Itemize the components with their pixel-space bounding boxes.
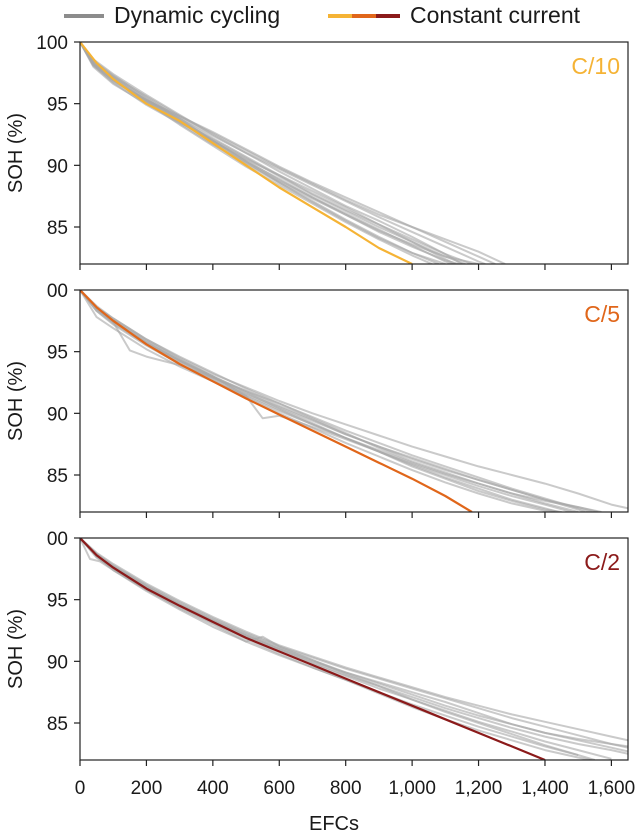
x-tick-label: 1,400 [521,778,569,799]
plot-frame [79,41,629,265]
legend-swatch-constant-c2 [376,13,400,18]
dynamic-series-line [80,290,559,512]
dynamic-series-line [80,42,463,264]
dynamic-series-line [80,290,579,512]
series-group [80,538,628,760]
y-axis-label: SOH (%) [5,361,27,441]
panel-2: 85 90 95 00 SOH (%) C/5 [5,281,629,518]
dynamic-series-line [80,42,456,264]
y-tick-label: 100 [36,33,68,54]
constant-current-line [80,42,413,264]
x-tick-label: 400 [197,778,229,799]
panel-1: 85 90 95 100 SOH (%) C/10 [5,33,629,270]
series-group [80,42,506,264]
y-tick-label: 95 [47,343,68,364]
dynamic-series-line [80,42,506,264]
dynamic-series-line [80,42,453,264]
series-group [80,290,628,512]
y-tick-label: 00 [47,281,68,302]
y-tick-label: 90 [47,404,68,425]
dynamic-series-line [80,538,592,760]
dynamic-series-line [80,42,473,264]
legend-swatch-dynamic [64,13,104,18]
x-tick-label: 1,200 [455,778,503,799]
legend-label-dynamic: Dynamic cycling [114,2,281,28]
dynamic-series-line [80,538,628,748]
y-tick-label: 90 [47,652,68,673]
x-tick-label: 1,600 [588,778,636,799]
legend-swatch-constant [328,13,400,18]
plot-frame [79,289,629,513]
y-tick-label: 85 [47,466,68,487]
dynamic-series-line [80,290,556,512]
legend-swatch-constant-c10 [328,13,352,18]
panel-label: C/2 [584,549,620,575]
y-tick-label: 85 [47,714,68,735]
legend-item-dynamic: Dynamic cycling [64,2,280,29]
constant-current-line [80,290,473,512]
x-tick-label: 0 [75,778,86,799]
dynamic-series-line [80,42,459,264]
y-axis-label: SOH (%) [5,113,27,193]
dynamic-series-line [80,538,628,742]
dynamic-series-line [80,290,599,512]
x-tick-label: 600 [263,778,295,799]
y-tick-label: 95 [47,591,68,612]
constant-current-line [80,538,546,760]
x-tick-label: 1,000 [388,778,436,799]
y-tick-label: 85 [47,218,68,239]
panel-label: C/5 [584,301,620,327]
y-tick-label: 95 [47,95,68,116]
panel-label: C/10 [571,53,620,79]
x-axis-label: EFCs [309,813,359,835]
x-tick-label: 200 [131,778,163,799]
dynamic-series-line [80,538,612,760]
dynamic-series-line [80,290,572,512]
y-tick-label: 00 [47,529,68,550]
plot-frame [79,537,629,761]
legend-swatch-constant-c5 [352,13,376,18]
y-tick-label: 90 [47,156,68,177]
y-axis-label: SOH (%) [5,609,27,689]
dynamic-series-line [80,290,586,512]
dynamic-series-line [80,290,562,512]
dynamic-series-line [80,42,496,264]
dynamic-series-line [80,42,446,264]
dynamic-series-line [80,290,628,510]
legend-item-constant: Constant current [328,2,580,29]
dynamic-series-line [80,538,628,749]
legend-label-constant: Constant current [410,2,581,28]
legend: Dynamic cycling Constant current [0,0,640,34]
dynamic-series-line [80,290,592,512]
x-tick-label: 800 [330,778,362,799]
dynamic-series-line [80,538,628,753]
